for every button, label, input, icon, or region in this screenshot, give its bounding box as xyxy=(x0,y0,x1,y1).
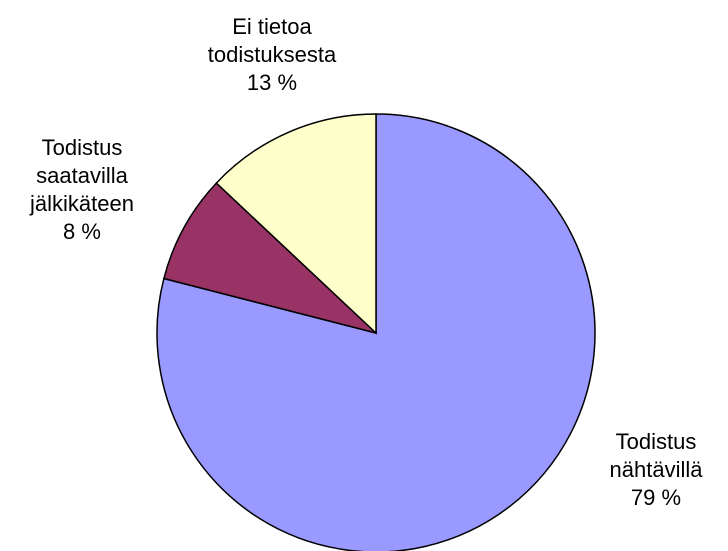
slice-label: Ei tietoa todistuksesta 13 % xyxy=(208,13,336,97)
value-label: 79 % xyxy=(630,485,682,510)
category-label: Todistus nähtävillä xyxy=(609,429,703,482)
slice-label: Todistus nähtävillä 79 % xyxy=(610,428,703,512)
pie-slice xyxy=(162,182,377,334)
value-label: 8 % xyxy=(63,219,101,244)
slice-label: Todistus saatavilla jälkikäteen 8 % xyxy=(30,134,134,246)
category-label: Ei tietoa todistuksesta xyxy=(207,14,337,67)
pie-slice xyxy=(215,113,377,335)
category-label: Todistus saatavilla jälkikäteen xyxy=(30,135,134,216)
value-label: 13 % xyxy=(246,70,298,95)
